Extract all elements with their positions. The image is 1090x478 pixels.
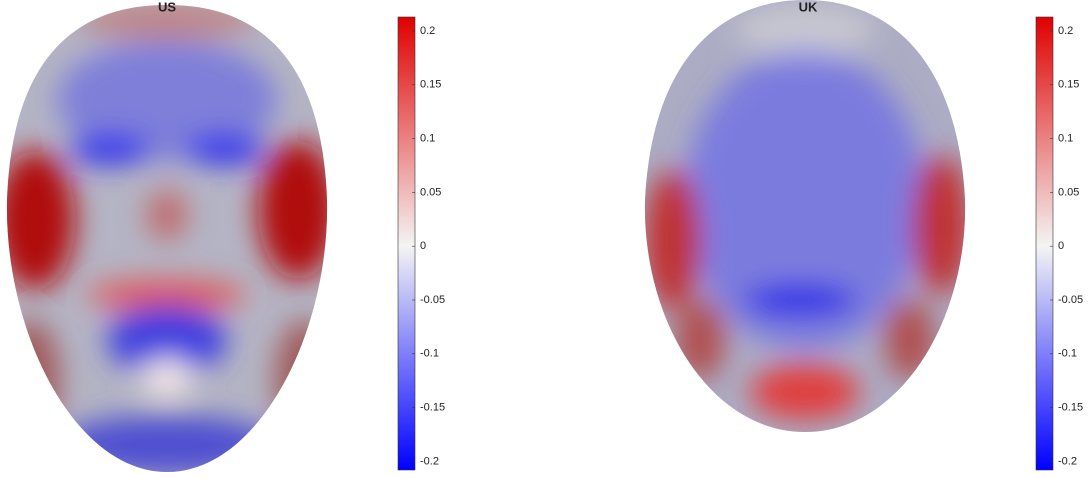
colorbar-tick-label: 0 — [1058, 240, 1064, 252]
colorbar — [397, 16, 416, 471]
colorbar-tick-label: -0.15 — [420, 401, 445, 413]
colorbar-tick-label: 0.1 — [1058, 132, 1073, 144]
chart-title: US — [158, 0, 176, 14]
colorbar-tick-label: -0.1 — [420, 348, 439, 360]
colorbar-tick-label: -0.05 — [420, 294, 445, 306]
colorbar-tick-label: -0.1 — [1058, 348, 1077, 360]
colorbar-tick-label: 0.1 — [420, 132, 435, 144]
colorbar-tick-label: -0.05 — [1058, 294, 1083, 306]
colorbar-tick-label: -0.15 — [1058, 401, 1083, 413]
face-uk — [644, 0, 966, 432]
face-us — [6, 5, 328, 472]
colorbar-tick-label: 0.15 — [1058, 79, 1079, 91]
colorbar-tick-label: 0.15 — [420, 79, 441, 91]
chart-title: UK — [799, 0, 818, 14]
colorbar-tick-label: -0.2 — [1058, 455, 1077, 467]
colorbar — [1035, 16, 1054, 471]
colorbar-tick-label: 0.05 — [420, 186, 441, 198]
colorbar-tick-label: 0 — [420, 240, 426, 252]
colorbar-tick-label: 0.2 — [420, 25, 435, 37]
colorbar-tick-label: -0.2 — [420, 455, 439, 467]
colorbar-tick-label: 0.2 — [1058, 25, 1073, 37]
colorbar-tick-label: 0.05 — [1058, 186, 1079, 198]
